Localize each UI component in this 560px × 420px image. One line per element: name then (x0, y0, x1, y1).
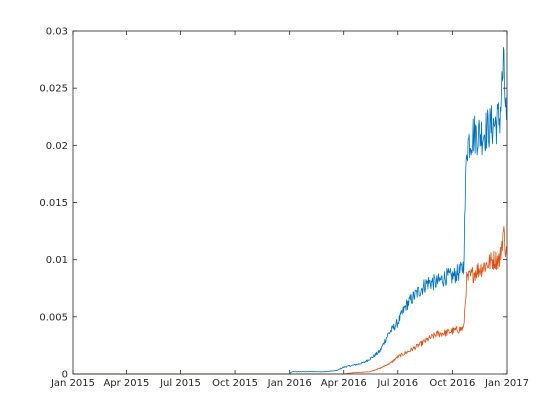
y-tick-label: 0.005 (39, 312, 68, 323)
series-layer (73, 47, 507, 375)
y-tick-label: 0.025 (39, 84, 68, 95)
x-tick-label: Apr 2016 (321, 378, 367, 389)
x-tick-label: Jul 2015 (159, 378, 201, 389)
x-tick-label: Jan 2017 (484, 378, 529, 389)
y-axis-ticks: 0 0.005 0.01 0.015 0.02 0.025 0.03 (39, 27, 507, 381)
series-line-2 (73, 225, 507, 375)
x-tick-label: Oct 2016 (429, 378, 475, 389)
x-tick-label: Apr 2015 (103, 378, 149, 389)
y-tick-label: 0.01 (46, 255, 68, 266)
x-tick-label: Jan 2016 (267, 378, 312, 389)
x-tick-label: Oct 2015 (212, 378, 258, 389)
y-tick-label: 0.015 (39, 198, 68, 209)
y-tick-label: 0.03 (46, 27, 68, 38)
series-line-1 (73, 47, 507, 375)
y-tick-label: 0.02 (46, 141, 68, 152)
x-tick-label: Jan 2015 (50, 378, 95, 389)
x-tick-label: Jul 2016 (376, 378, 418, 389)
x-axis-ticks: Jan 2015 Apr 2015 Jul 2015 Oct 2015 Jan 2016… (50, 31, 529, 389)
axes (72, 30, 508, 375)
plot-area-border (72, 30, 508, 375)
y-tick-label: 0 (62, 370, 68, 381)
